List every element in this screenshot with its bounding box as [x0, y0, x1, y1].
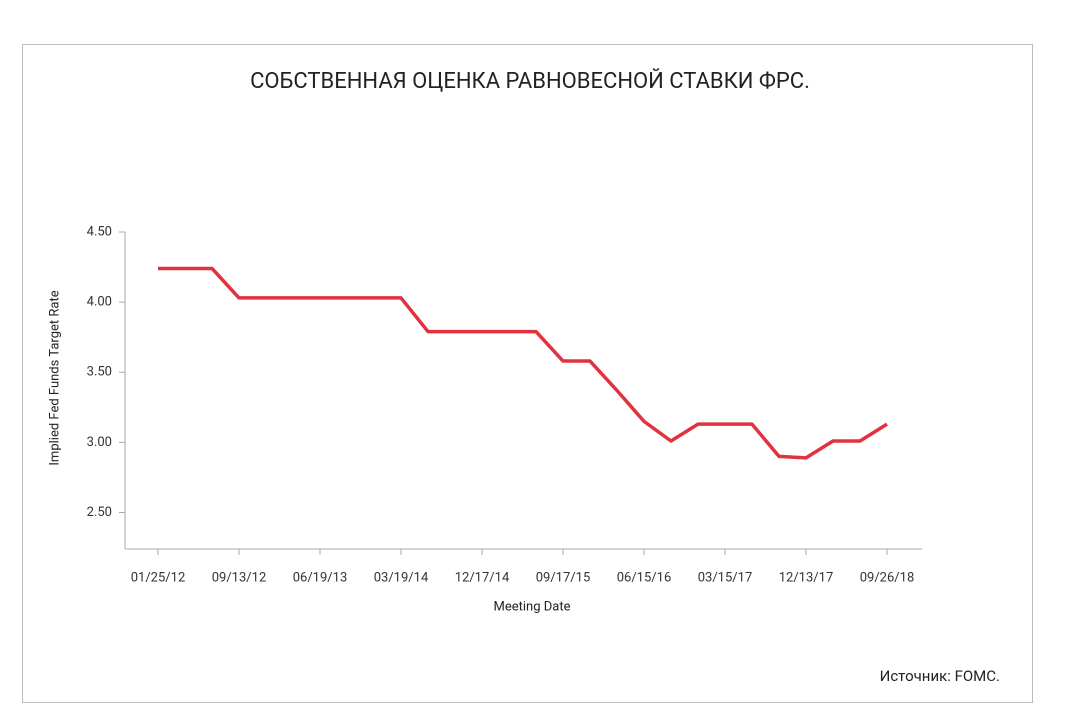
x-tick-label: 06/15/16: [617, 570, 672, 585]
y-tick-label: 3.50: [87, 365, 112, 380]
source: Источник: FOMC.: [880, 667, 1000, 685]
x-tick-label: 12/17/14: [455, 570, 510, 585]
x-tick-label: 12/13/17: [779, 570, 834, 585]
x-tick-label: 09/13/12: [212, 570, 267, 585]
x-tick-label: 03/15/17: [698, 570, 753, 585]
x-tick-label: 06/19/13: [293, 570, 348, 585]
y-tick-label: 4.50: [87, 224, 112, 239]
y-tick-label: 4.00: [87, 295, 112, 310]
y-tick-label: 3.00: [87, 435, 112, 450]
y-axis-label: Implied Fed Funds Target Rate: [47, 290, 62, 465]
x-tick-label: 01/25/12: [131, 570, 186, 585]
frame: [22, 44, 1033, 703]
x-tick-label: 09/26/18: [860, 570, 915, 585]
x-tick-label: 09/17/15: [536, 570, 591, 585]
chart-title: СОБСТВЕННАЯ ОЦЕНКА РАВНОВЕСНОЙ СТАВКИ ФР…: [250, 68, 810, 94]
series-line: [158, 266, 888, 460]
y-tick-label: 2.50: [87, 505, 112, 520]
x-tick-label: 03/19/14: [374, 570, 429, 585]
x-axis-label: Meeting Date: [493, 599, 570, 614]
